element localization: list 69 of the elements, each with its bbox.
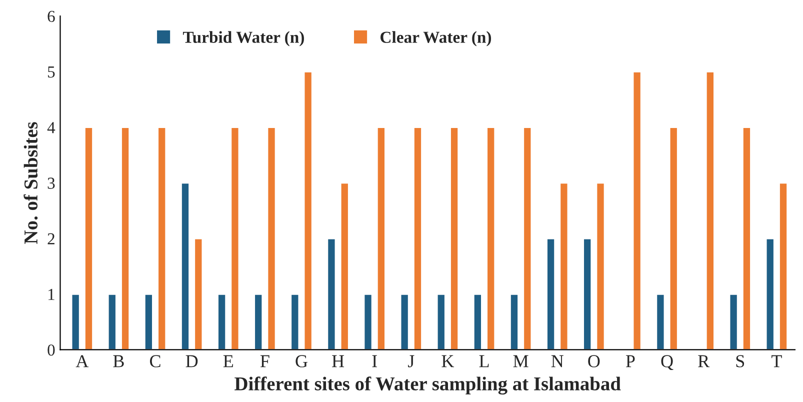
bar [254, 293, 264, 350]
bar [742, 126, 752, 350]
bar [230, 126, 240, 350]
y-tick-label: 5 [48, 66, 55, 78]
bar [765, 238, 775, 350]
bar [290, 293, 300, 350]
x-tick-label: M [513, 355, 528, 368]
x-tick-label: I [372, 355, 377, 368]
bar [303, 70, 313, 350]
bar [84, 126, 94, 350]
bar [778, 182, 788, 350]
bar [510, 293, 519, 350]
bar [559, 182, 569, 350]
bar [144, 293, 154, 350]
y-tick-label: 4 [47, 122, 56, 134]
x-tick-label: N [551, 355, 564, 368]
bar [107, 293, 117, 350]
bar [472, 293, 482, 350]
x-tick-label: B [113, 355, 124, 368]
x-tick-label: O [588, 355, 600, 368]
x-tick-label: T [772, 355, 782, 368]
bar [120, 126, 130, 350]
bar [157, 126, 167, 350]
bar [656, 293, 666, 350]
bar [522, 126, 532, 350]
bar [668, 126, 678, 350]
bar [70, 293, 80, 350]
x-tick-label: C [150, 355, 160, 368]
x-tick-label: L [479, 355, 489, 368]
bar [217, 293, 227, 350]
y-tick-label: 3 [48, 178, 55, 189]
bar [180, 182, 190, 350]
legend-label: Turbid Water (n) [182, 31, 304, 46]
y-tick-label: 1 [48, 288, 54, 300]
x-tick-label: K [442, 355, 454, 368]
x-tick-label: F [260, 355, 270, 368]
y-tick-label: 0 [48, 344, 55, 356]
x-tick-label: A [76, 355, 89, 368]
bar [376, 126, 386, 350]
bar [450, 126, 459, 350]
bar [596, 182, 606, 350]
x-tick-label: R [698, 355, 710, 368]
y-tick-label: 2 [48, 233, 54, 244]
bar [546, 238, 556, 350]
legend-label: Clear Water (n) [380, 31, 492, 46]
bar [326, 238, 336, 350]
bar [632, 70, 642, 350]
bar [400, 293, 410, 350]
x-tick-label: E [223, 355, 233, 368]
bar [340, 182, 350, 350]
x-tick-label: P [626, 355, 635, 368]
bar [194, 238, 204, 350]
x-tick-label: S [736, 355, 744, 368]
bar [436, 293, 446, 350]
y-axis-title: No. of Subsites [24, 122, 38, 244]
y-tick-label: 6 [48, 10, 55, 22]
x-axis-title: Different sites of Water sampling at Islamabad [234, 376, 621, 395]
bar [486, 126, 496, 350]
bar [705, 70, 715, 350]
x-tick-label: G [296, 355, 308, 368]
bar [363, 293, 373, 350]
bar [582, 238, 592, 350]
bar [266, 126, 276, 350]
x-tick-label: J [408, 355, 414, 368]
x-tick-label: H [332, 355, 344, 368]
x-tick-label: D [186, 355, 198, 368]
bar [413, 126, 422, 350]
bar [728, 293, 738, 350]
x-tick-label: Q [661, 355, 674, 370]
